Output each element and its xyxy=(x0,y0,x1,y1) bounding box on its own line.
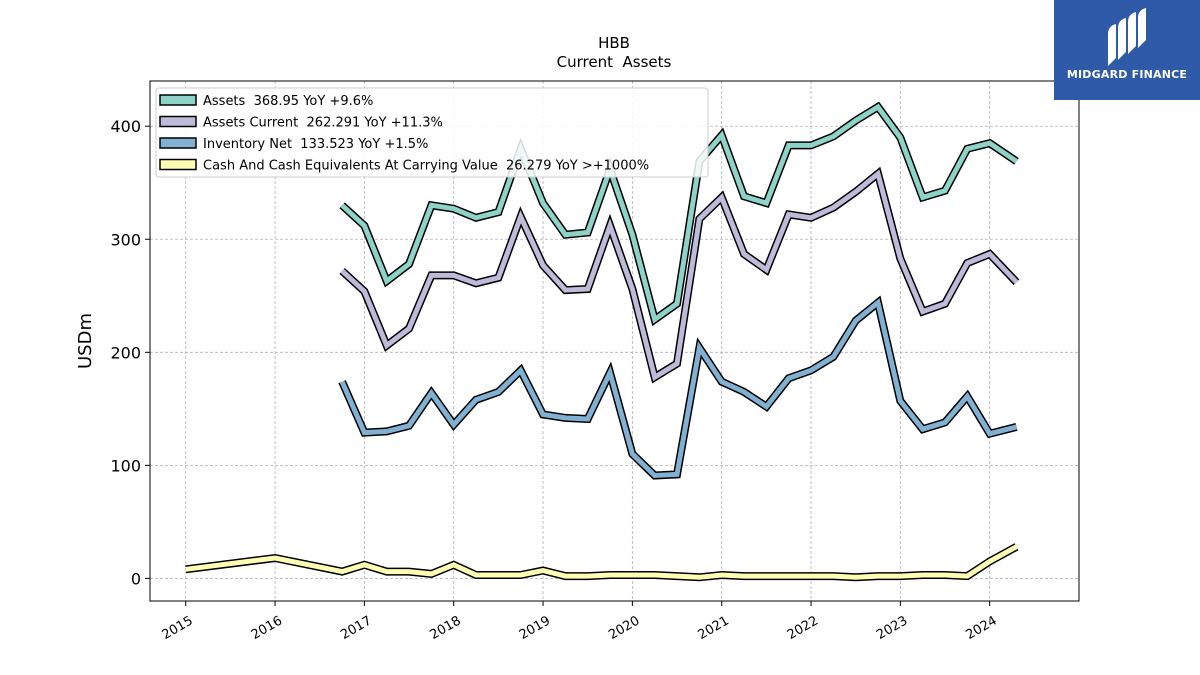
x-axis: 2015 2016 2017 2018 2019 2020 2021 2022 2023 2024 xyxy=(160,601,1000,643)
x-tick-label: 2018 xyxy=(428,613,464,643)
legend-swatch xyxy=(159,137,197,149)
x-tick-label: 2019 xyxy=(517,613,553,643)
legend-swatch xyxy=(159,158,197,171)
series-line-outline xyxy=(185,543,1019,582)
legend-swatch xyxy=(159,94,197,106)
x-tick-label: 2017 xyxy=(338,613,374,643)
chart-subtitle: Current Assets xyxy=(557,53,672,71)
series-line xyxy=(340,103,1018,324)
series-line xyxy=(185,544,1018,580)
legend-label: Assets Current 262.291 YoY +11.3% xyxy=(203,116,443,131)
y-tick-label: 100 xyxy=(110,456,141,475)
chart-title: HBB xyxy=(598,34,630,52)
x-tick-label: 2020 xyxy=(606,613,642,643)
x-tick-label: 2022 xyxy=(785,613,821,643)
logo-text: MIDGARD FINANCE xyxy=(1066,68,1188,81)
legend-label: Inventory Net 133.523 YoY +1.5% xyxy=(203,137,428,152)
legend-label: Cash And Cash Equivalents At Carrying Va… xyxy=(203,159,649,174)
series-line xyxy=(340,169,1019,382)
x-tick-label: 2021 xyxy=(696,613,732,643)
legend-swatch xyxy=(159,115,197,128)
x-tick-label: 2015 xyxy=(160,613,196,643)
logo-mark-icon xyxy=(1108,8,1146,66)
x-tick-label: 2023 xyxy=(874,613,910,643)
legend-label: Assets 368.95 YoY +9.6% xyxy=(203,94,373,109)
plot-frame xyxy=(149,80,1080,602)
series-line xyxy=(339,298,1018,479)
brand-logo: MIDGARD FINANCE xyxy=(1054,0,1200,100)
y-tick-label: 300 xyxy=(110,230,141,249)
legend: Assets 368.95 YoY +9.6% Assets Current 26… xyxy=(155,87,709,178)
legend-box xyxy=(155,87,709,178)
series-lines xyxy=(185,101,1020,582)
y-tick-label: 0 xyxy=(131,569,141,588)
y-axis: 0 100 200 300 400 xyxy=(110,117,150,588)
x-tick-label: 2024 xyxy=(964,613,1000,643)
y-tick-label: 200 xyxy=(110,343,141,362)
x-tick-label: 2016 xyxy=(249,613,285,643)
y-axis-label: USDm xyxy=(75,313,96,369)
y-tick-label: 400 xyxy=(110,117,141,136)
